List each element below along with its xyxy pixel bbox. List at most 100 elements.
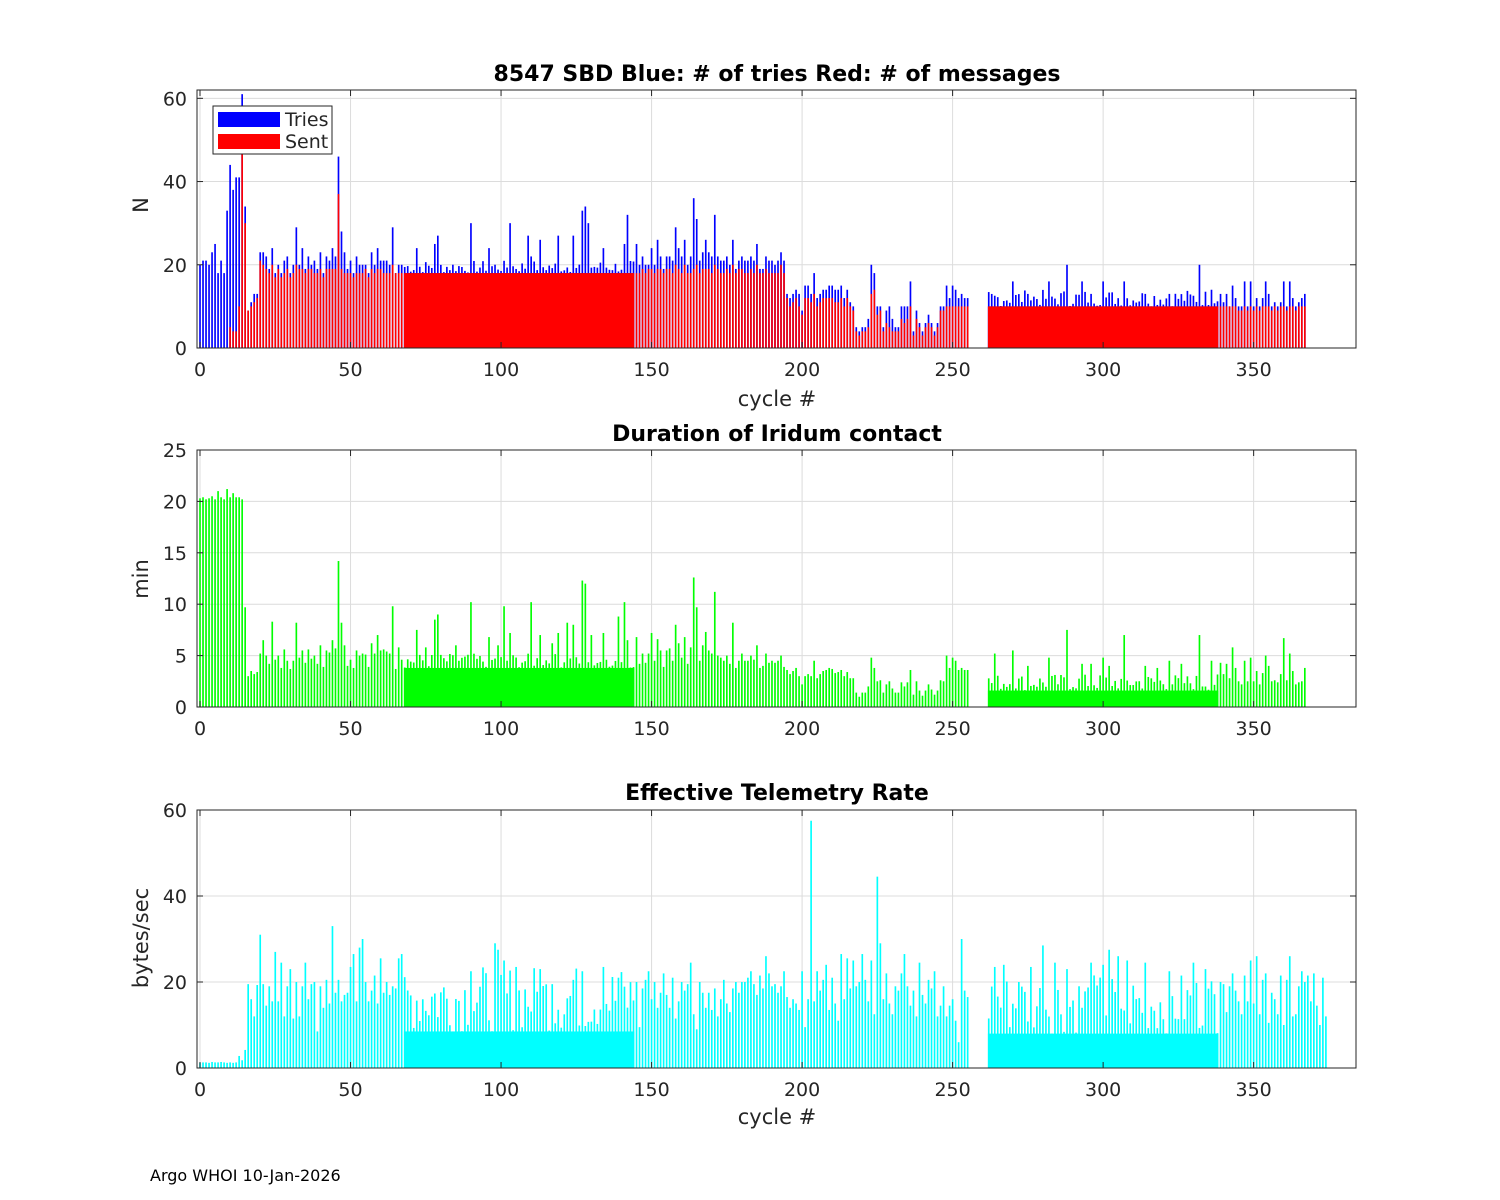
bar-rate xyxy=(942,986,945,1068)
bar-rate xyxy=(966,997,969,1068)
bar-duration xyxy=(1255,671,1258,707)
bar-sent xyxy=(804,298,806,348)
bar-duration xyxy=(620,662,623,707)
bar-duration xyxy=(289,668,292,707)
bar-rate xyxy=(686,984,689,1068)
bar-duration xyxy=(391,606,394,707)
bar-duration xyxy=(1174,675,1177,707)
bar-rate xyxy=(665,994,668,1068)
bar-rate xyxy=(331,926,334,1068)
bar-duration xyxy=(521,662,523,707)
bar-duration xyxy=(1240,684,1243,707)
bar-duration xyxy=(623,602,626,707)
bar-duration xyxy=(394,668,397,707)
bar-duration xyxy=(259,653,262,707)
bar-rate xyxy=(795,1003,797,1068)
bar-sent xyxy=(295,264,298,348)
telemetry-rate-chart: Effective Telemetry Rate bytes/sec cycle… xyxy=(129,781,1357,1129)
bar-rate xyxy=(1294,1014,1297,1068)
bar-duration xyxy=(1120,678,1123,707)
bar-duration xyxy=(918,690,921,707)
bar-duration xyxy=(771,660,773,707)
bar-duration xyxy=(1054,674,1056,707)
bar-sent xyxy=(352,277,355,348)
bar-duration xyxy=(385,651,388,707)
bar-rate xyxy=(647,971,650,1068)
bar-rate xyxy=(719,999,722,1068)
bar-tries xyxy=(211,252,213,348)
bar-sent xyxy=(732,264,734,348)
bar-rate xyxy=(274,951,277,1068)
bar-rate xyxy=(858,982,861,1068)
bar-sent xyxy=(653,273,656,348)
bar-duration xyxy=(900,682,903,707)
bar-sent xyxy=(930,327,933,348)
bar-duration xyxy=(1135,681,1138,707)
bar-rate xyxy=(400,954,403,1068)
bar-sent xyxy=(750,268,752,348)
bar-duration xyxy=(587,662,590,707)
bar-rate xyxy=(205,1062,207,1068)
bar-duration xyxy=(500,657,502,707)
bar-duration xyxy=(626,640,629,707)
bar-sent xyxy=(319,268,322,348)
bar-duration xyxy=(412,662,415,707)
bar-duration xyxy=(433,619,436,707)
bar-duration xyxy=(951,657,954,707)
bar-rate xyxy=(271,1001,274,1068)
bar-duration xyxy=(810,676,812,707)
bars xyxy=(199,820,1327,1068)
bar-sent xyxy=(1282,306,1285,348)
bar-duration xyxy=(250,671,253,707)
bar-duration xyxy=(668,648,671,707)
bar-sent xyxy=(301,268,304,348)
bar-duration xyxy=(831,668,834,707)
legend: Tries Sent xyxy=(212,105,333,155)
bar-duration xyxy=(1102,657,1104,707)
bar-rate xyxy=(527,1006,529,1068)
bar-duration xyxy=(789,674,791,707)
bar-rate xyxy=(506,993,508,1068)
bar-duration xyxy=(1282,638,1285,707)
bar-duration xyxy=(491,659,493,707)
bar-sent xyxy=(762,273,764,348)
bar-rate xyxy=(1171,996,1174,1068)
bar-duration xyxy=(346,665,349,707)
bar-duration xyxy=(1186,676,1189,707)
bar-duration xyxy=(220,497,222,707)
bar-rate xyxy=(479,986,481,1068)
bar-rate xyxy=(247,984,250,1068)
bar-rate xyxy=(1108,949,1110,1068)
bar-duration xyxy=(1111,686,1113,707)
bar-duration xyxy=(777,660,779,707)
bar-rate xyxy=(957,1042,960,1068)
bar-duration xyxy=(807,674,809,707)
bar-duration xyxy=(1081,663,1083,707)
bar-rate xyxy=(1288,956,1291,1068)
bar-tries xyxy=(229,164,231,348)
bar-duration xyxy=(804,676,806,707)
bar-duration xyxy=(987,678,990,707)
bar-sent xyxy=(774,273,776,348)
bar-tries xyxy=(220,260,222,348)
bar-sent xyxy=(780,264,782,348)
bar-rate xyxy=(211,1061,213,1068)
bar-duration xyxy=(286,660,289,707)
bar-duration xyxy=(707,650,710,707)
bar-rate xyxy=(698,982,701,1068)
bar-rate xyxy=(1204,969,1207,1068)
bar-duration xyxy=(473,653,475,707)
bar-rate xyxy=(1156,1028,1159,1068)
x-tick-label: 200 xyxy=(784,718,820,740)
bar-duration xyxy=(1024,690,1026,707)
bar-rate xyxy=(295,982,298,1068)
bar-rate xyxy=(954,1020,957,1068)
bar-rate xyxy=(358,947,361,1068)
bar-duration xyxy=(930,689,933,707)
bar-rate xyxy=(1249,960,1252,1068)
bar-rate xyxy=(1011,1003,1014,1068)
bar-sent xyxy=(635,273,638,348)
bar-sent xyxy=(686,273,689,348)
bar-rate xyxy=(683,990,686,1068)
bar-sent xyxy=(1303,306,1306,348)
